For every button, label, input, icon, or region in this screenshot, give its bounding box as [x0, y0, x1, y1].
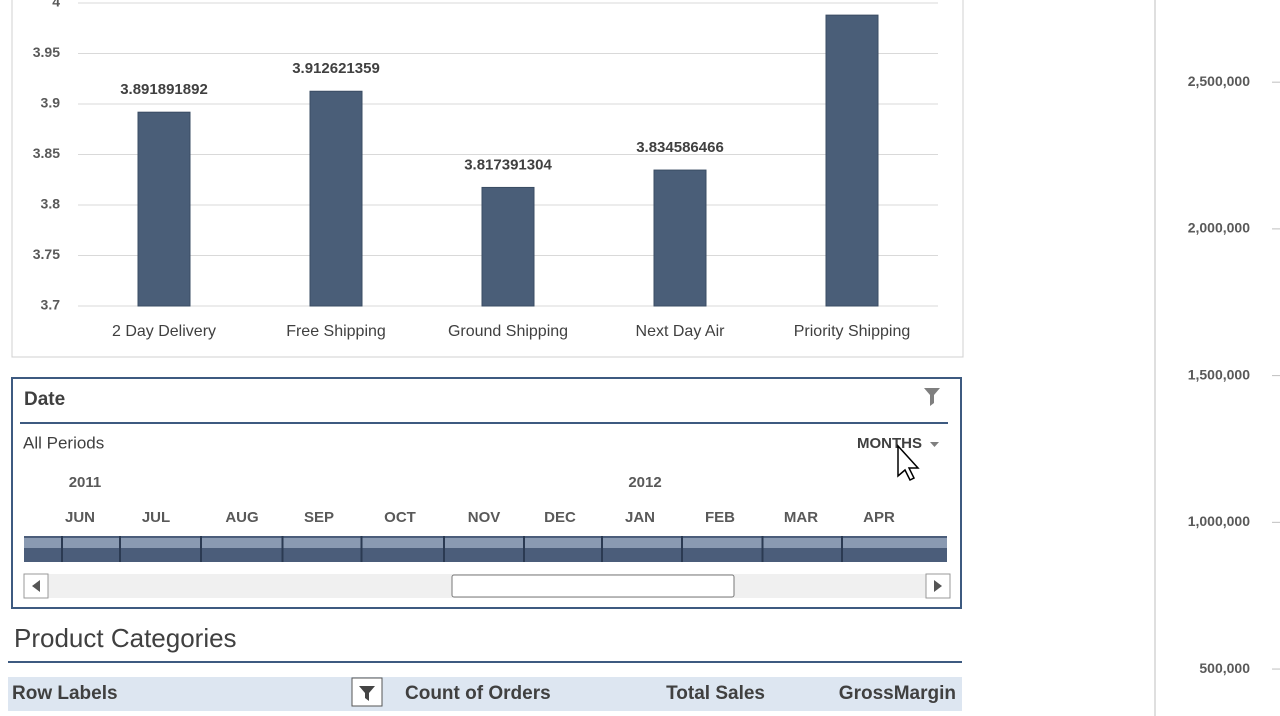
bar — [825, 14, 879, 307]
month-label: OCT — [384, 509, 416, 526]
clear-filter[interactable] — [924, 388, 940, 406]
month-label: NOV — [468, 509, 501, 526]
month-label: JAN — [625, 509, 655, 526]
bar — [481, 186, 535, 307]
x-tick-label: 2 Day Delivery — [112, 323, 216, 340]
month-label: DEC — [544, 509, 576, 526]
month-label: JUN — [65, 509, 95, 526]
header-cell: Count of Orders — [405, 683, 551, 704]
y-tick-label: 1,000,000 — [1188, 513, 1250, 529]
cursor — [897, 444, 920, 482]
strip-highlight — [24, 538, 947, 548]
y-tick-label: 3.8 — [41, 196, 61, 212]
dropdown-arrow[interactable] — [930, 442, 939, 447]
timeline-frame — [11, 377, 962, 609]
scroll-thumb[interactable] — [451, 574, 735, 598]
arrow — [934, 580, 942, 592]
y-tick-label: 3.95 — [33, 44, 60, 60]
y-tick-label: 3.75 — [33, 246, 60, 262]
filter-label: All Periods — [23, 433, 104, 452]
x-tick-label: Ground Shipping — [448, 323, 568, 340]
data-label: 3.817391304 — [464, 156, 552, 173]
x-tick-label: Priority Shipping — [794, 323, 911, 340]
y-tick-label: 3.9 — [41, 95, 61, 111]
month-label: AUG — [225, 509, 258, 526]
data-label: 3.834586466 — [636, 139, 724, 156]
timeline-title: Date — [24, 389, 65, 410]
bar — [653, 169, 707, 307]
header-row — [8, 677, 962, 711]
x-tick-label: Free Shipping — [286, 323, 386, 340]
y-tick-label: 2,000,000 — [1188, 220, 1250, 236]
y-tick-label: 3.7 — [41, 297, 61, 313]
level-dropdown[interactable]: MONTHS — [857, 435, 922, 452]
y-tick-label: 4 — [52, 0, 60, 10]
bar — [309, 90, 363, 307]
month-label: SEP — [304, 509, 334, 526]
pivot-table: Product Categories Row Labels Count of O… — [8, 623, 962, 711]
month-label: JUL — [142, 509, 170, 526]
timeline: Date All Periods MONTHS — [11, 377, 962, 609]
month-label: MAR — [784, 509, 818, 526]
y-tick-label: 3.85 — [33, 145, 60, 161]
y-tick-label: 2,500,000 — [1188, 73, 1250, 89]
y-tick-label: 500,000 — [1199, 660, 1250, 676]
data-label: 3.891891892 — [120, 81, 208, 98]
data-label: 3.912621359 — [292, 60, 380, 77]
table-title: Product Categories — [14, 623, 237, 653]
filter-icon — [359, 686, 375, 701]
month-label: APR — [863, 509, 895, 526]
x-tick-label: Next Day Air — [636, 323, 726, 340]
y-tick-label: 1,500,000 — [1188, 366, 1250, 382]
arrow — [32, 580, 40, 592]
header-cell: Total Sales — [666, 683, 765, 704]
year-label: 2011 — [69, 474, 102, 491]
header-cell: GrossMargin — [839, 683, 956, 704]
month-label: FEB — [705, 509, 735, 526]
year-label: 2012 — [628, 474, 661, 491]
header-cell: Row Labels — [12, 683, 118, 704]
bar — [137, 111, 191, 307]
